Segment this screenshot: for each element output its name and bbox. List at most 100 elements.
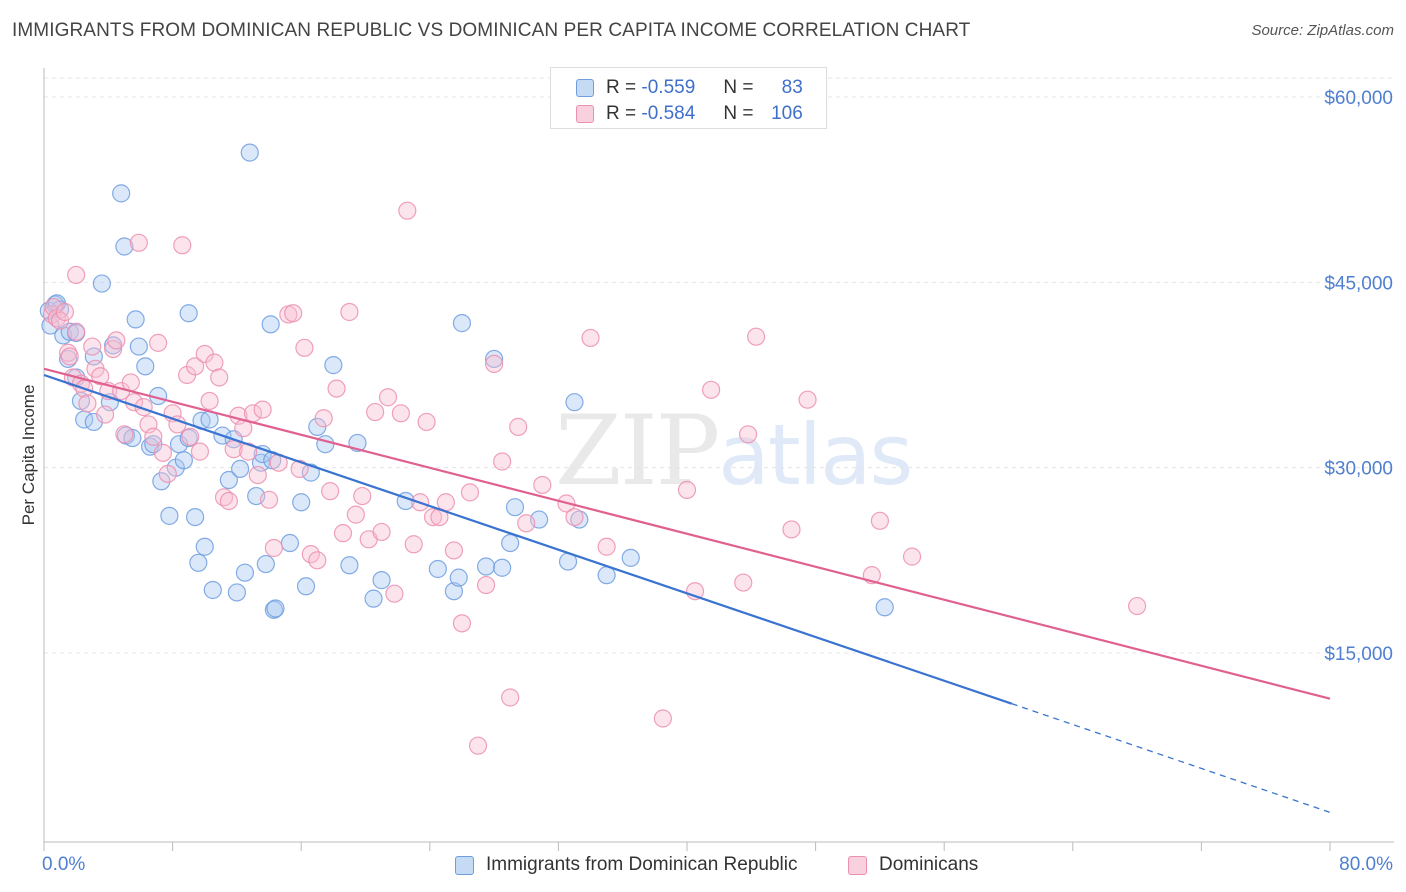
data-point <box>485 349 504 369</box>
axes <box>43 68 1394 851</box>
data-point <box>581 328 600 348</box>
legend-n-value: 83 <box>781 77 803 98</box>
data-point <box>168 415 187 434</box>
data-point <box>316 435 335 454</box>
data-point <box>190 442 210 461</box>
series-immigrants-points <box>39 143 894 619</box>
data-point <box>875 598 894 617</box>
data-point <box>597 537 616 556</box>
data-point <box>295 338 314 357</box>
data-point <box>219 491 238 511</box>
y-tick-label: $15,000 <box>1324 644 1393 665</box>
legend-r-value: -0.584 <box>641 103 696 124</box>
data-point <box>158 464 177 483</box>
data-point <box>501 688 520 707</box>
data-point <box>378 388 398 407</box>
data-point <box>444 541 464 560</box>
trend-line-immigrants <box>43 373 1013 705</box>
watermark-zip: ZIP <box>555 395 720 507</box>
data-point <box>112 184 131 203</box>
data-point <box>493 452 512 471</box>
data-point <box>144 427 163 446</box>
data-point <box>173 236 192 255</box>
bottom-legend-immigrants: Immigrants from Dominican Republic <box>455 852 798 878</box>
data-point <box>153 443 173 462</box>
data-point <box>181 427 200 446</box>
data-point <box>264 538 283 558</box>
data-point <box>115 425 134 444</box>
data-point <box>67 322 86 341</box>
y-tick-label: $45,000 <box>1324 273 1393 294</box>
data-point <box>346 505 365 524</box>
data-point <box>292 493 311 512</box>
data-point <box>366 402 385 422</box>
data-point <box>738 425 758 444</box>
bottom-legend-label: Immigrants from Dominican Republic <box>486 854 798 875</box>
data-point <box>423 507 443 527</box>
legend-r-label: R = <box>606 103 637 124</box>
bottom-legend-swatch-pink <box>848 855 867 875</box>
data-point <box>509 417 528 436</box>
data-point <box>798 390 817 409</box>
y-axis-label: Per Capita Income <box>19 385 38 526</box>
legend-swatch-blue <box>576 79 594 97</box>
data-point <box>235 563 255 582</box>
data-point <box>565 507 584 527</box>
bottom-legend-dominicans: Dominicans <box>848 852 978 878</box>
data-point <box>83 337 102 356</box>
correlation-legend: R = -0.559 N = 83 R = -0.584 N = 106 <box>550 67 827 129</box>
data-point <box>301 463 320 482</box>
data-point <box>95 405 115 424</box>
legend-row-immigrants: R = -0.559 N = 83 <box>576 75 803 101</box>
data-point <box>340 556 359 575</box>
data-point <box>452 614 472 633</box>
data-point <box>55 302 74 322</box>
data-point <box>476 575 496 595</box>
data-point <box>195 537 214 556</box>
data-point <box>747 327 766 346</box>
data-point <box>240 143 259 162</box>
data-point <box>417 412 436 432</box>
data-point <box>296 577 316 596</box>
legend-r-value: -0.559 <box>641 77 696 98</box>
data-point <box>261 315 280 334</box>
data-point <box>253 400 272 419</box>
data-point <box>385 584 404 603</box>
data-point <box>189 553 208 572</box>
data-point <box>340 302 359 322</box>
y-tick-label: $30,000 <box>1324 459 1393 480</box>
legend-n-label: N = <box>723 103 754 124</box>
data-point <box>115 237 134 256</box>
data-point <box>92 274 111 293</box>
data-point <box>468 736 488 755</box>
data-point <box>533 475 552 495</box>
bottom-legend-swatch-blue <box>455 855 474 875</box>
data-point <box>501 533 520 553</box>
trend-lines <box>43 367 1331 814</box>
chart-title: IMMIGRANTS FROM DOMINICAN REPUBLIC VS DO… <box>12 20 971 41</box>
data-point <box>248 465 267 485</box>
data-point <box>227 583 246 602</box>
data-point <box>203 580 222 600</box>
data-point <box>493 558 512 577</box>
data-point <box>314 409 333 428</box>
data-point <box>327 379 346 398</box>
data-point <box>333 524 353 543</box>
data-point <box>186 357 205 376</box>
data-point <box>266 599 285 618</box>
data-point <box>259 490 279 509</box>
data-point <box>321 482 340 501</box>
data-point <box>653 709 672 728</box>
data-point <box>702 380 721 399</box>
series-dominicans-points <box>42 201 1147 755</box>
data-point <box>256 554 275 574</box>
data-point <box>84 412 103 432</box>
data-point <box>476 557 496 576</box>
data-point <box>174 451 193 470</box>
data-point <box>372 571 391 590</box>
data-point <box>308 551 327 570</box>
data-point <box>200 391 219 411</box>
watermark-atlas: atlas <box>718 406 913 504</box>
data-point <box>436 493 455 512</box>
